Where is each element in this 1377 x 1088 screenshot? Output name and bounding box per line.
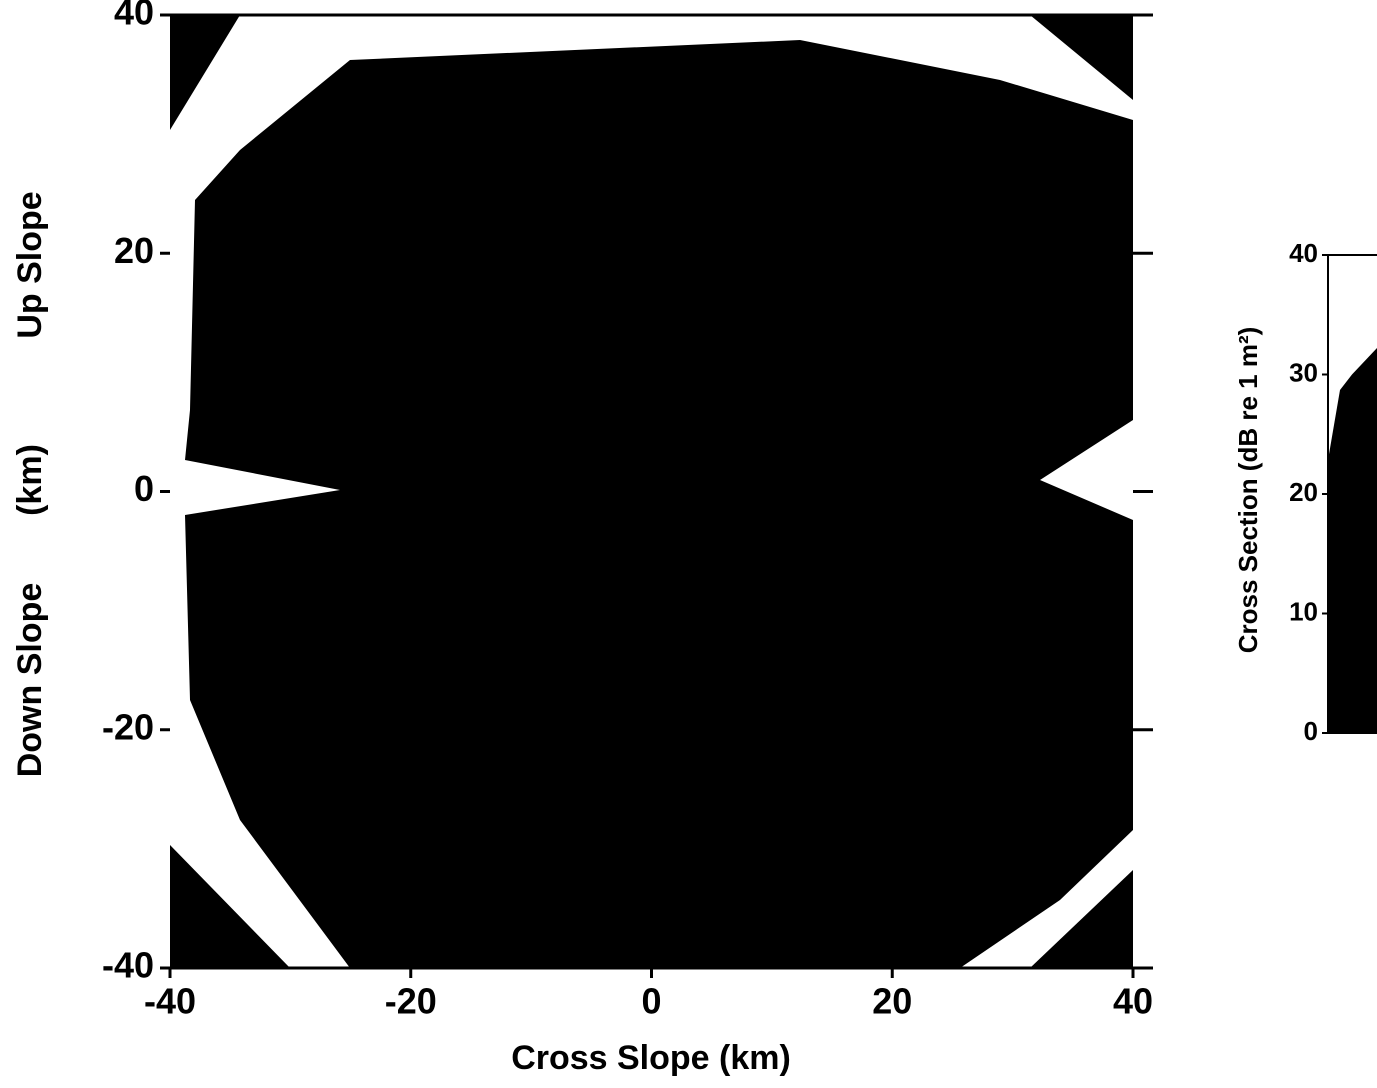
image-corner bbox=[170, 845, 290, 968]
image-corner bbox=[1030, 870, 1133, 968]
y-tick-label: 40 bbox=[114, 0, 154, 33]
colorbar-tick-label: 20 bbox=[1289, 477, 1318, 507]
colorbar-tick-label: 40 bbox=[1289, 238, 1318, 268]
y-tick-label: 20 bbox=[114, 230, 154, 271]
x-tick-label: 0 bbox=[641, 981, 661, 1022]
y-tick-label: 0 bbox=[134, 468, 154, 509]
y-tick-label: -20 bbox=[102, 706, 154, 747]
y-axis-label: Down Slope bbox=[11, 583, 49, 778]
x-tick-label: -40 bbox=[144, 981, 196, 1022]
y-tick-label: -40 bbox=[102, 945, 154, 986]
x-tick-label: -20 bbox=[385, 981, 437, 1022]
sonar-image bbox=[170, 15, 1133, 968]
colorbar-label: Cross Section (dB re 1 m²) bbox=[1233, 327, 1263, 654]
x-tick-label: 20 bbox=[872, 981, 912, 1022]
colorbar-tick-label: 0 bbox=[1304, 716, 1318, 746]
colorbar-tick-label: 10 bbox=[1289, 596, 1318, 626]
image-corner bbox=[1030, 15, 1133, 100]
image-corner bbox=[170, 15, 240, 130]
x-axis-label: Cross Slope (km) bbox=[511, 1039, 791, 1077]
image-dark-region bbox=[185, 40, 1133, 968]
x-tick-label: 40 bbox=[1113, 981, 1153, 1022]
y-axis-label: (km) bbox=[11, 444, 49, 516]
colorbar-fill bbox=[1328, 348, 1377, 733]
colorbar-tick-label: 30 bbox=[1289, 357, 1318, 387]
y-axis-label: Up Slope bbox=[11, 191, 49, 338]
